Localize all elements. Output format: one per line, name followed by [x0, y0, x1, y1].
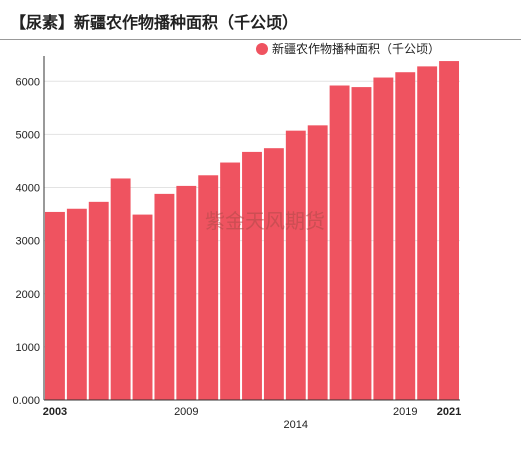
x-tick-label: 2003: [43, 406, 67, 418]
bar-2020: [417, 66, 438, 400]
bar-2010: [198, 175, 219, 400]
bar-2013: [263, 148, 284, 400]
bar-2021: [439, 61, 459, 400]
y-tick-label: 2000: [16, 289, 40, 301]
y-tick-label: 0.000: [12, 395, 40, 407]
bar-2016: [329, 85, 350, 400]
bar-2014: [285, 130, 306, 400]
bar-2019: [395, 72, 416, 400]
watermark: 紫金天风期货: [205, 209, 325, 233]
y-tick-label: 3000: [16, 236, 40, 248]
x-tick-label: 2021: [437, 406, 461, 418]
bar-2005: [88, 201, 109, 400]
y-tick-label: 4000: [16, 183, 40, 195]
bar-2008: [154, 193, 175, 400]
x-tick-label: 2014: [284, 419, 308, 431]
title-divider: [0, 39, 521, 40]
legend-marker: [256, 43, 268, 55]
bar-2018: [373, 77, 394, 400]
chart-title: 【尿素】新疆农作物播种面积（千公顷）: [10, 13, 299, 32]
bars: [45, 61, 459, 400]
x-tick-label: 2009: [174, 406, 198, 418]
bar-2003: [45, 211, 65, 400]
y-tick-label: 1000: [16, 342, 40, 354]
x-tick-label: 2019: [393, 406, 417, 418]
x-axis: 2003 2009 2014 2019 2021: [43, 399, 461, 431]
bar-2006: [110, 178, 131, 400]
y-axis: 0.000 1000 2000 3000 4000 5000 6000: [12, 56, 45, 407]
bar-2015: [307, 125, 328, 400]
bar-2012: [242, 151, 262, 400]
y-tick-label: 6000: [16, 76, 40, 88]
bar-2004: [66, 208, 87, 400]
bar-2007: [132, 214, 153, 400]
bar-2017: [351, 87, 372, 400]
bar-2011: [220, 162, 241, 400]
legend: 新疆农作物播种面积（千公顷）: [256, 41, 440, 56]
y-tick-label: 5000: [16, 129, 40, 141]
legend-label: 新疆农作物播种面积（千公顷）: [272, 41, 440, 56]
bar-2009: [176, 185, 197, 400]
